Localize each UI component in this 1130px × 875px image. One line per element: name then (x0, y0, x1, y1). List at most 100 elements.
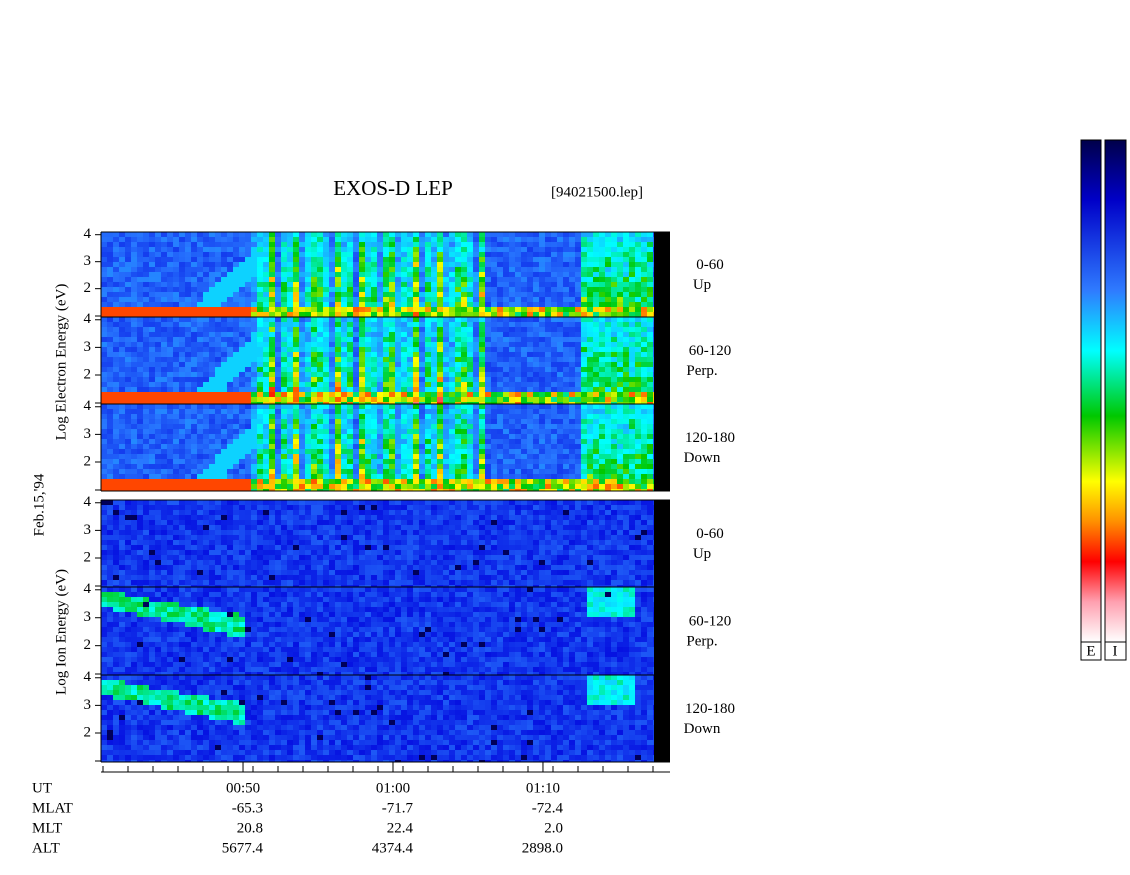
spectrogram-cell (641, 454, 647, 459)
spectrogram-cell (167, 444, 173, 449)
spectrogram-cell (383, 414, 389, 419)
spectrogram-cell (179, 397, 185, 402)
spectrogram-cell (311, 237, 317, 242)
spectrogram-cell (623, 459, 629, 464)
spectrogram-cell (257, 297, 263, 302)
spectrogram-cell (581, 377, 587, 382)
spectrogram-cell (455, 362, 461, 367)
spectrogram-cell (449, 387, 455, 392)
spectrogram-cell (479, 500, 485, 505)
spectrogram-cell (437, 307, 443, 312)
spectrogram-cell (485, 332, 491, 337)
spectrogram-cell (197, 347, 203, 352)
spectrogram-cell (317, 312, 323, 317)
spectrogram-cell (209, 297, 215, 302)
spectrogram-cell (161, 287, 167, 292)
spectrogram-cell (365, 479, 371, 484)
spectrogram-cell (269, 287, 275, 292)
spectrogram-cell (245, 419, 251, 424)
spectrogram-cell (413, 362, 419, 367)
spectrogram-cell (299, 479, 305, 484)
spectrogram-cell (467, 434, 473, 439)
spectrogram-cell (239, 232, 245, 237)
spectrogram-cell (269, 474, 275, 479)
spectrogram-cell (575, 409, 581, 414)
spectrogram-cell (479, 287, 485, 292)
spectrogram-cell (143, 424, 149, 429)
spectrogram-cell (173, 257, 179, 262)
spectrogram-cell (527, 292, 533, 297)
spectrogram-cell (113, 474, 119, 479)
spectrogram-cell (305, 237, 311, 242)
spectrogram-cell (593, 267, 599, 272)
spectrogram-cell (509, 332, 515, 337)
spectrogram-cell (149, 357, 155, 362)
spectrogram-cell (581, 237, 587, 242)
spectrogram-cell (401, 262, 407, 267)
spectrogram-cell (419, 414, 425, 419)
spectrogram-cell (197, 312, 203, 317)
spectrogram-cell (209, 327, 215, 332)
spectrogram-cell (509, 464, 515, 469)
spectrogram-cell (215, 414, 221, 419)
spectrogram-cell (155, 367, 161, 372)
spectrogram-cell (239, 489, 245, 491)
spectrogram-cell (593, 484, 599, 489)
spectrogram-cell (485, 372, 491, 377)
spectrogram-cell (197, 257, 203, 262)
spectrogram-cell (551, 357, 557, 362)
spectrogram-cell (557, 459, 563, 464)
spectrogram-cell (557, 397, 563, 402)
spectrogram-cell (305, 337, 311, 342)
spectrogram-cell (383, 282, 389, 287)
spectrogram-cell (485, 377, 491, 382)
spectrogram-cell (389, 409, 395, 414)
spectrogram-cell (359, 272, 365, 277)
spectrogram-cell (209, 302, 215, 307)
spectrogram-cell (239, 419, 245, 424)
spectrogram-cell (431, 357, 437, 362)
spectrogram-cell (119, 372, 125, 377)
spectrogram-cell (245, 382, 251, 387)
spectrogram-cell (215, 317, 221, 322)
spectrogram-cell (209, 352, 215, 357)
spectrogram-cell (179, 409, 185, 414)
spectrogram-cell (557, 342, 563, 347)
spectrogram-cell (431, 347, 437, 352)
spectrogram-cell (269, 302, 275, 307)
spectrogram-cell (365, 352, 371, 357)
spectrogram-cell (581, 409, 587, 414)
spectrogram-cell (539, 337, 545, 342)
spectrogram-cell (347, 307, 353, 312)
spectrogram-cell (335, 317, 341, 322)
spectrogram-cell (389, 242, 395, 247)
spectrogram-cell (143, 277, 149, 282)
spectrogram-cell (425, 247, 431, 252)
spectrogram-cell (167, 317, 173, 322)
spectrogram-cell (191, 404, 197, 409)
spectrogram-cell (437, 367, 443, 372)
spectrogram-cell (203, 317, 209, 322)
spectrogram-cell (521, 362, 527, 367)
spectrogram-cell (335, 252, 341, 257)
spectrogram-cell (491, 372, 497, 377)
spectrogram-cell (161, 382, 167, 387)
spectrogram-cell (119, 357, 125, 362)
spectrogram-cell (533, 232, 539, 237)
spectrogram-cell (353, 322, 359, 327)
spectrogram-cell (449, 444, 455, 449)
spectrogram-cell (575, 449, 581, 454)
spectrogram-cell (593, 322, 599, 327)
spectrogram-cell (257, 434, 263, 439)
spectrogram-cell (599, 367, 605, 372)
spectrogram-cell (569, 469, 575, 474)
spectrogram-cell (431, 382, 437, 387)
spectrogram-cell (473, 332, 479, 337)
spectrogram-cell (269, 357, 275, 362)
spectrogram-cell (587, 464, 593, 469)
spectrogram-cell (455, 409, 461, 414)
spectrogram-cell (587, 469, 593, 474)
spectrogram-cell (149, 257, 155, 262)
spectrogram-cell (173, 372, 179, 377)
spectrogram-cell (449, 352, 455, 357)
